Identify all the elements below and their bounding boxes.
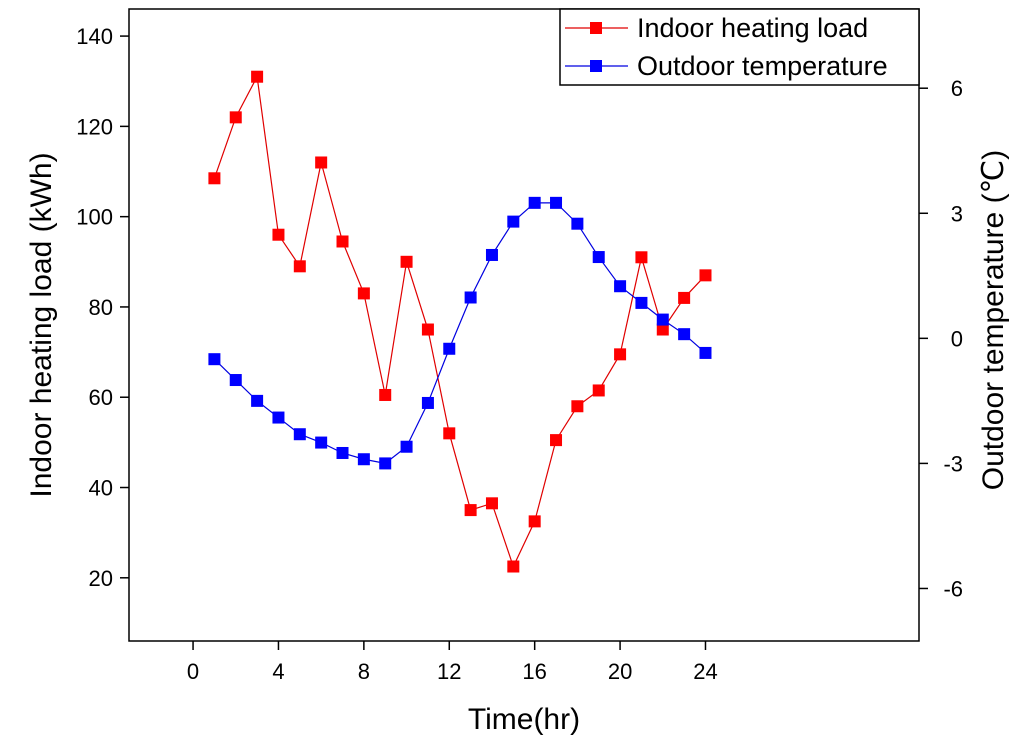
x-tick-label: 8	[358, 659, 370, 684]
data-point-indoor-heating-load	[699, 269, 712, 282]
data-point-outdoor-temperature	[336, 446, 349, 459]
data-point-indoor-heating-load	[400, 255, 413, 268]
x-tick-label: 0	[187, 659, 199, 684]
data-point-indoor-heating-load	[528, 515, 541, 528]
y-left-tick-label: 80	[89, 295, 113, 320]
data-point-indoor-heating-load	[592, 384, 605, 397]
y-left-axis-ticks: 20 40 60 80 100 120 140	[76, 24, 129, 591]
data-point-indoor-heating-load	[229, 111, 242, 124]
data-point-outdoor-temperature	[229, 374, 242, 387]
y-right-tick-label: 3	[951, 201, 963, 226]
legend: Indoor heating load Outdoor temperature	[559, 8, 920, 86]
y-left-axis-title: Indoor heating load (kWh)	[25, 152, 58, 497]
x-axis-ticks: 0 4 8 12 16 20 24	[187, 641, 718, 684]
data-point-outdoor-temperature	[293, 428, 306, 441]
data-point-indoor-heating-load	[614, 348, 627, 361]
x-tick-label: 20	[608, 659, 632, 684]
data-point-indoor-heating-load	[315, 156, 328, 169]
y-left-tick-label: 120	[76, 114, 113, 139]
data-point-outdoor-temperature	[485, 248, 498, 261]
legend-marker-indoor-heating-load	[590, 22, 602, 34]
y-right-tick-label: -3	[943, 451, 963, 476]
data-point-outdoor-temperature	[592, 251, 605, 264]
data-point-indoor-heating-load	[550, 434, 563, 447]
data-point-outdoor-temperature	[443, 342, 456, 355]
y-right-axis-ticks: -6 -3 0 3 6	[919, 76, 963, 601]
data-point-indoor-heating-load	[272, 228, 285, 241]
data-point-outdoor-temperature	[571, 217, 584, 230]
y-left-tick-label: 40	[89, 476, 113, 501]
data-point-outdoor-temperature	[379, 457, 392, 470]
data-point-indoor-heating-load	[379, 388, 392, 401]
data-point-indoor-heating-load	[464, 504, 477, 517]
data-point-outdoor-temperature	[699, 346, 712, 359]
legend-label-indoor-heating-load: Indoor heating load	[637, 13, 868, 43]
data-point-indoor-heating-load	[443, 427, 456, 440]
data-point-indoor-heating-load	[678, 291, 691, 304]
y-right-tick-label: -6	[943, 576, 963, 601]
data-point-indoor-heating-load	[485, 497, 498, 510]
data-point-outdoor-temperature	[656, 313, 669, 326]
y-right-tick-label: 6	[951, 76, 963, 101]
y-left-tick-label: 140	[76, 24, 113, 49]
legend-marker-outdoor-temperature	[590, 60, 602, 72]
data-point-outdoor-temperature	[357, 453, 370, 466]
x-tick-label: 12	[437, 659, 461, 684]
x-tick-label: 24	[693, 659, 717, 684]
y-right-tick-label: 0	[951, 326, 963, 351]
data-point-outdoor-temperature	[400, 440, 413, 453]
data-point-outdoor-temperature	[528, 196, 541, 209]
x-tick-label: 16	[522, 659, 546, 684]
legend-box	[559, 8, 920, 86]
data-point-indoor-heating-load	[635, 251, 648, 264]
data-point-indoor-heating-load	[293, 260, 306, 273]
data-point-outdoor-temperature	[272, 411, 285, 424]
data-point-outdoor-temperature	[421, 396, 434, 409]
data-point-indoor-heating-load	[571, 400, 584, 413]
data-point-indoor-heating-load	[208, 172, 221, 185]
legend-label-outdoor-temperature: Outdoor temperature	[637, 51, 888, 81]
x-axis-title: Time(hr)	[468, 703, 580, 736]
data-point-outdoor-temperature	[614, 280, 627, 293]
data-point-indoor-heating-load	[656, 323, 669, 336]
data-point-indoor-heating-load	[357, 287, 370, 300]
data-point-outdoor-temperature	[464, 291, 477, 304]
x-tick-label: 4	[272, 659, 284, 684]
data-point-outdoor-temperature	[208, 353, 221, 366]
data-point-outdoor-temperature	[550, 196, 563, 209]
y-right-axis-title: Outdoor temperature (℃)	[977, 150, 1010, 491]
y-left-tick-label: 100	[76, 205, 113, 230]
data-point-outdoor-temperature	[678, 328, 691, 341]
data-point-outdoor-temperature	[507, 215, 520, 228]
series-layer	[208, 70, 712, 573]
y-left-tick-label: 20	[89, 566, 113, 591]
y-left-tick-label: 60	[89, 385, 113, 410]
data-point-indoor-heating-load	[421, 323, 434, 336]
data-point-outdoor-temperature	[251, 394, 264, 407]
data-point-indoor-heating-load	[251, 70, 264, 83]
data-point-indoor-heating-load	[336, 235, 349, 248]
data-point-outdoor-temperature	[315, 436, 328, 449]
plot-frame	[128, 8, 920, 642]
data-point-indoor-heating-load	[507, 560, 520, 573]
data-point-outdoor-temperature	[635, 296, 648, 309]
series-line-outdoor-temperature	[213, 202, 706, 465]
